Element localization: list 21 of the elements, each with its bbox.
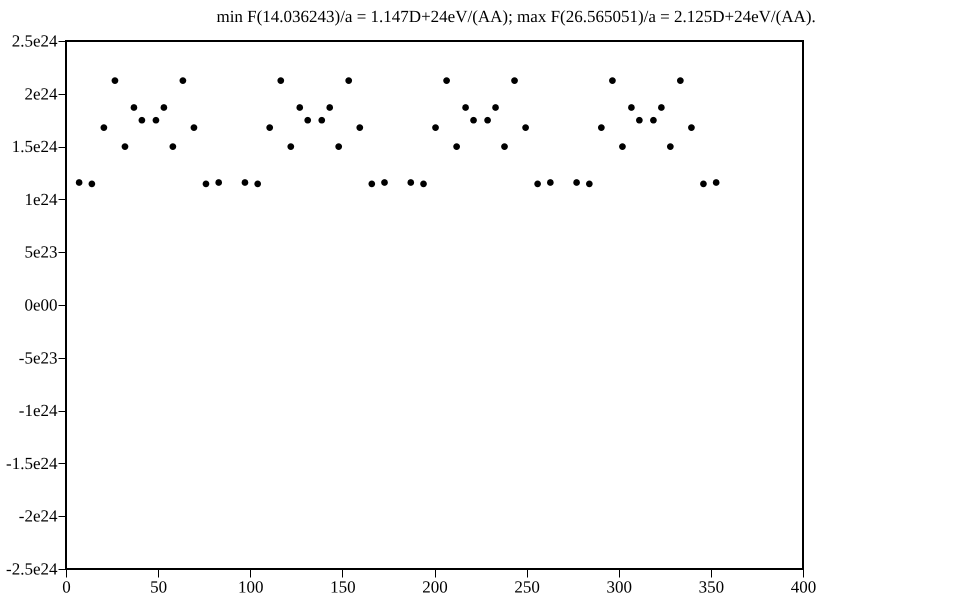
x-tick-label: 350 [698,578,724,596]
x-tick-label: 100 [238,578,264,596]
y-tick-label: -5e23 [18,348,58,368]
y-tick-label: -1.5e24 [6,454,58,473]
y-tick-label: -1e24 [18,401,58,420]
y-tick-label: 1.5e24 [12,137,58,156]
y-tick-label: 0e00 [24,296,58,314]
x-tick-label: 300 [606,578,632,596]
y-tick-label: 5e23 [24,242,58,262]
x-tick-label: 250 [514,578,540,596]
x-tick-label: 0 [62,578,71,596]
x-tick-label: 200 [422,578,448,596]
x-tick-label: 150 [330,578,356,596]
x-tick-label: 50 [150,578,168,596]
x-tick-label: 400 [790,578,816,596]
y-tick-label: 1e24 [24,190,58,209]
y-tick-label: 2.5e24 [12,32,58,50]
chart-title: min F(14.036243)/a = 1.147D+24eV/(AA); max F(26.565051)/a = 2.125D+24eV/(AA). [216,7,816,26]
y-tick-label: 2e24 [24,84,58,104]
y-tick-label: -2.5e24 [6,560,58,578]
y-tick-label: -2e24 [18,506,58,526]
